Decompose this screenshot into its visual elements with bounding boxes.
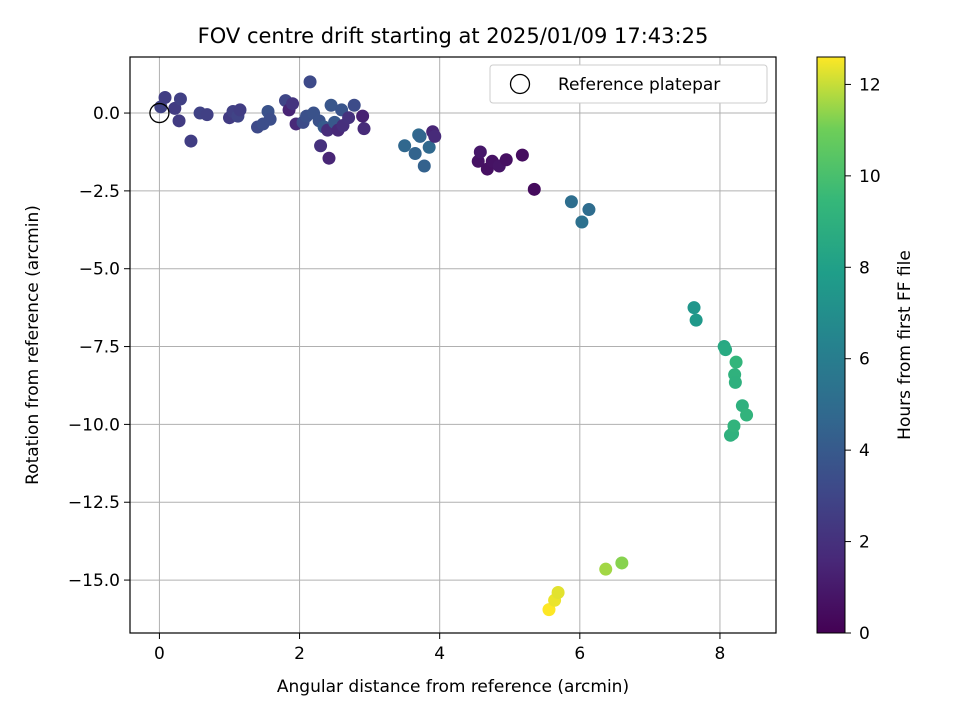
data-point [428, 129, 442, 143]
data-point [408, 147, 422, 161]
data-point [615, 556, 629, 570]
legend-open-circle-icon [509, 73, 531, 95]
data-point [233, 103, 247, 117]
y-tick-label: −12.5 [68, 493, 120, 513]
data-point [499, 153, 513, 167]
x-tick-label: 8 [715, 644, 726, 664]
data-point [184, 134, 198, 148]
colorbar-ticks: 0 2 4 6 8 10 12 [845, 75, 881, 644]
data-points [154, 75, 754, 617]
data-point [515, 148, 529, 162]
x-tick-label: 0 [154, 644, 165, 664]
data-point [322, 151, 336, 165]
x-tick-label: 2 [294, 644, 305, 664]
data-point [564, 195, 578, 209]
y-tick-label: −5.0 [79, 260, 120, 280]
colorbar: 0 2 4 6 8 10 12 Hours from first FF file [816, 56, 915, 644]
data-point [599, 562, 613, 576]
chart-title: FOV centre drift starting at 2025/01/09 … [198, 24, 709, 48]
data-point [413, 129, 427, 143]
data-point [356, 109, 370, 123]
colorbar-tick-label: 12 [859, 75, 881, 95]
data-point [740, 408, 754, 422]
data-point [422, 140, 436, 154]
x-tick-label: 4 [434, 644, 445, 664]
data-point [527, 182, 541, 196]
y-tick-label: −10.0 [68, 415, 120, 435]
data-point [729, 355, 743, 369]
data-point [687, 301, 701, 315]
data-point [172, 114, 186, 128]
y-axis-ticks: 0.0 −2.5 −5.0 −7.5 −10.0 −12.5 −15.0 [68, 104, 130, 591]
y-tick-label: −7.5 [79, 338, 120, 358]
data-point [263, 112, 277, 126]
colorbar-tick-label: 0 [859, 624, 870, 644]
x-axis-ticks: 0 2 4 6 8 [154, 633, 725, 664]
grid-lines [130, 57, 776, 633]
reference-platepar-marker [149, 102, 170, 124]
data-point [173, 92, 187, 106]
data-point [168, 101, 182, 115]
data-point [417, 159, 431, 173]
colorbar-tick-label: 2 [859, 533, 870, 553]
data-point [582, 203, 596, 217]
y-tick-label: −2.5 [79, 182, 120, 202]
y-tick-label: 0.0 [93, 104, 120, 124]
data-point [347, 98, 361, 112]
legend-label: Reference platepar [558, 75, 720, 95]
y-axis-label: Rotation from reference (arcmin) [23, 205, 43, 485]
colorbar-gradient [816, 56, 846, 634]
data-point [542, 603, 556, 617]
data-point [473, 145, 487, 159]
plot-frame [129, 56, 777, 634]
data-point [314, 139, 328, 153]
data-point [324, 98, 338, 112]
data-point [342, 111, 356, 125]
legend-box [489, 64, 768, 104]
data-point [286, 97, 300, 111]
data-point [357, 122, 371, 136]
data-point [200, 108, 214, 122]
x-tick-label: 6 [574, 644, 585, 664]
legend: Reference platepar [489, 64, 768, 104]
data-point [398, 139, 412, 153]
colorbar-tick-label: 10 [859, 167, 881, 187]
colorbar-label: Hours from first FF file [895, 250, 915, 440]
data-point [719, 343, 733, 357]
x-axis-label: Angular distance from reference (arcmin) [277, 677, 629, 697]
data-point [158, 90, 172, 104]
data-point [727, 419, 741, 433]
data-point [303, 75, 317, 89]
colorbar-tick-label: 6 [859, 350, 870, 370]
data-point [551, 586, 565, 600]
colorbar-tick-label: 8 [859, 258, 870, 278]
data-point [689, 313, 703, 327]
data-point [575, 215, 589, 229]
y-tick-label: −15.0 [68, 571, 120, 591]
colorbar-tick-label: 4 [859, 441, 870, 461]
data-point [728, 375, 742, 389]
